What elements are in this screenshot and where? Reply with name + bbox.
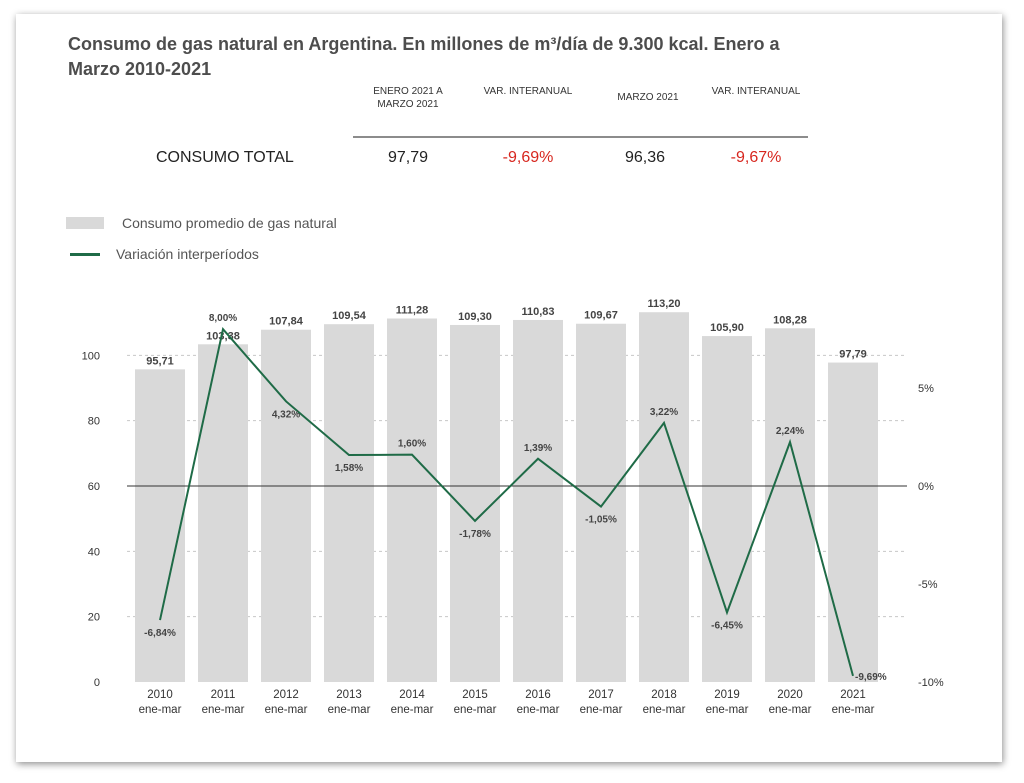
x-tick-label-year: 2011 xyxy=(211,689,236,701)
line-value-label: 1,60% xyxy=(398,439,426,450)
kpi-value-var-period: -9,69% xyxy=(502,149,554,166)
bar xyxy=(702,336,752,682)
legend-label-bar: Consumo promedio de gas natural xyxy=(122,215,337,231)
x-tick-label-year: 2017 xyxy=(588,689,614,701)
bar-value-label: 109,30 xyxy=(458,311,492,323)
y-left-tick-label: 20 xyxy=(88,612,100,624)
legend-label-line: Variación interperíodos xyxy=(116,246,259,262)
bar-value-label: 108,28 xyxy=(773,314,807,326)
bar-value-label: 111,28 xyxy=(396,304,428,316)
y-right-tick-label: 0% xyxy=(918,481,934,493)
x-tick-label-period: ene-mar xyxy=(517,704,560,716)
variation-line xyxy=(159,327,854,677)
x-tick-label-period: ene-mar xyxy=(202,704,245,716)
y-right-tick-label: -5% xyxy=(918,579,938,591)
line-value-label: 3,22% xyxy=(650,407,678,418)
kpi-row-label: CONSUMO TOTAL xyxy=(156,149,294,166)
kpi-header-var-period: VAR. INTERANUAL xyxy=(483,86,573,97)
kpi-value-var-month: -9,67% xyxy=(730,149,782,166)
y-left-tick-label: 60 xyxy=(88,481,100,493)
y-right-tick-label: 5% xyxy=(918,383,934,395)
line-value-label: 2,24% xyxy=(776,426,804,437)
y-left-tick-label: 40 xyxy=(88,546,100,558)
line-value-label: -1,78% xyxy=(459,529,491,540)
x-tick-label-period: ene-mar xyxy=(580,704,623,716)
bar-value-label: 110,83 xyxy=(521,306,554,318)
y-left-tick-label: 0 xyxy=(94,677,100,689)
legend-swatch-line xyxy=(70,252,100,256)
bar xyxy=(324,324,374,682)
legend-swatch-bar xyxy=(66,217,104,229)
y-right-tick-label: -10% xyxy=(918,677,944,689)
line-value-label: 1,58% xyxy=(335,463,363,474)
line-value-label: 4,32% xyxy=(272,409,300,420)
x-tick-label-year: 2012 xyxy=(273,689,299,701)
line-value-label: 8,00% xyxy=(209,313,237,324)
bar xyxy=(261,329,311,682)
bar xyxy=(828,362,878,682)
line-value-label: -6,45% xyxy=(711,620,743,631)
legend-item-bar: Consumo promedio de gas natural xyxy=(66,215,337,231)
y-left-tick-label: 80 xyxy=(88,416,100,428)
bar-value-label: 97,79 xyxy=(839,349,867,361)
bar-value-label: 105,90 xyxy=(710,322,744,334)
line-value-label: -9,69% xyxy=(855,672,887,683)
x-tick-label-year: 2014 xyxy=(399,689,425,701)
line-value-label: 1,39% xyxy=(524,443,552,454)
bar-value-label: 109,67 xyxy=(584,310,618,322)
kpi-header-var-month: VAR. INTERANUAL xyxy=(711,86,801,97)
kpi-header-period: ENERO 2021 A MARZO 2021 xyxy=(373,86,443,110)
x-tick-label-period: ene-mar xyxy=(706,704,749,716)
x-tick-label-year: 2021 xyxy=(840,689,866,701)
x-tick-label-year: 2020 xyxy=(777,689,803,701)
x-tick-label-year: 2019 xyxy=(714,689,740,701)
x-tick-label-period: ene-mar xyxy=(391,704,434,716)
x-tick-label-year: 2015 xyxy=(462,689,488,701)
bar-value-label: 107,84 xyxy=(269,316,304,328)
bar xyxy=(198,344,248,682)
x-tick-label-year: 2010 xyxy=(147,689,173,701)
x-tick-label-period: ene-mar xyxy=(454,704,497,716)
x-tick-label-year: 2018 xyxy=(651,689,677,701)
kpi-value-period: 97,79 xyxy=(387,149,429,166)
bar-value-label: 113,20 xyxy=(647,298,680,310)
bar xyxy=(387,318,437,682)
x-tick-label-period: ene-mar xyxy=(328,704,371,716)
kpi-value-month: 96,36 xyxy=(624,149,666,166)
line-value-label: -1,05% xyxy=(585,515,617,526)
line-value-label: -6,84% xyxy=(144,628,176,639)
kpi-header-month: MARZO 2021 xyxy=(617,92,679,103)
x-tick-label-period: ene-mar xyxy=(769,704,812,716)
legend-item-line: Variación interperíodos xyxy=(66,246,259,262)
bar-value-label: 95,71 xyxy=(146,355,174,367)
x-tick-label-year: 2016 xyxy=(525,689,551,701)
bar xyxy=(639,312,689,682)
bar-value-label: 109,54 xyxy=(332,310,367,322)
x-tick-label-period: ene-mar xyxy=(832,704,875,716)
bar xyxy=(513,319,563,682)
x-tick-label-year: 2013 xyxy=(336,689,362,701)
x-tick-label-period: ene-mar xyxy=(139,704,182,716)
bar xyxy=(135,369,185,682)
bar xyxy=(576,323,626,682)
chart-title: Consumo de gas natural en Argentina. En … xyxy=(68,34,780,79)
kpi-divider xyxy=(353,136,808,138)
y-left-tick-label: 100 xyxy=(82,350,100,362)
x-tick-label-period: ene-mar xyxy=(643,704,686,716)
x-tick-label-period: ene-mar xyxy=(265,704,308,716)
